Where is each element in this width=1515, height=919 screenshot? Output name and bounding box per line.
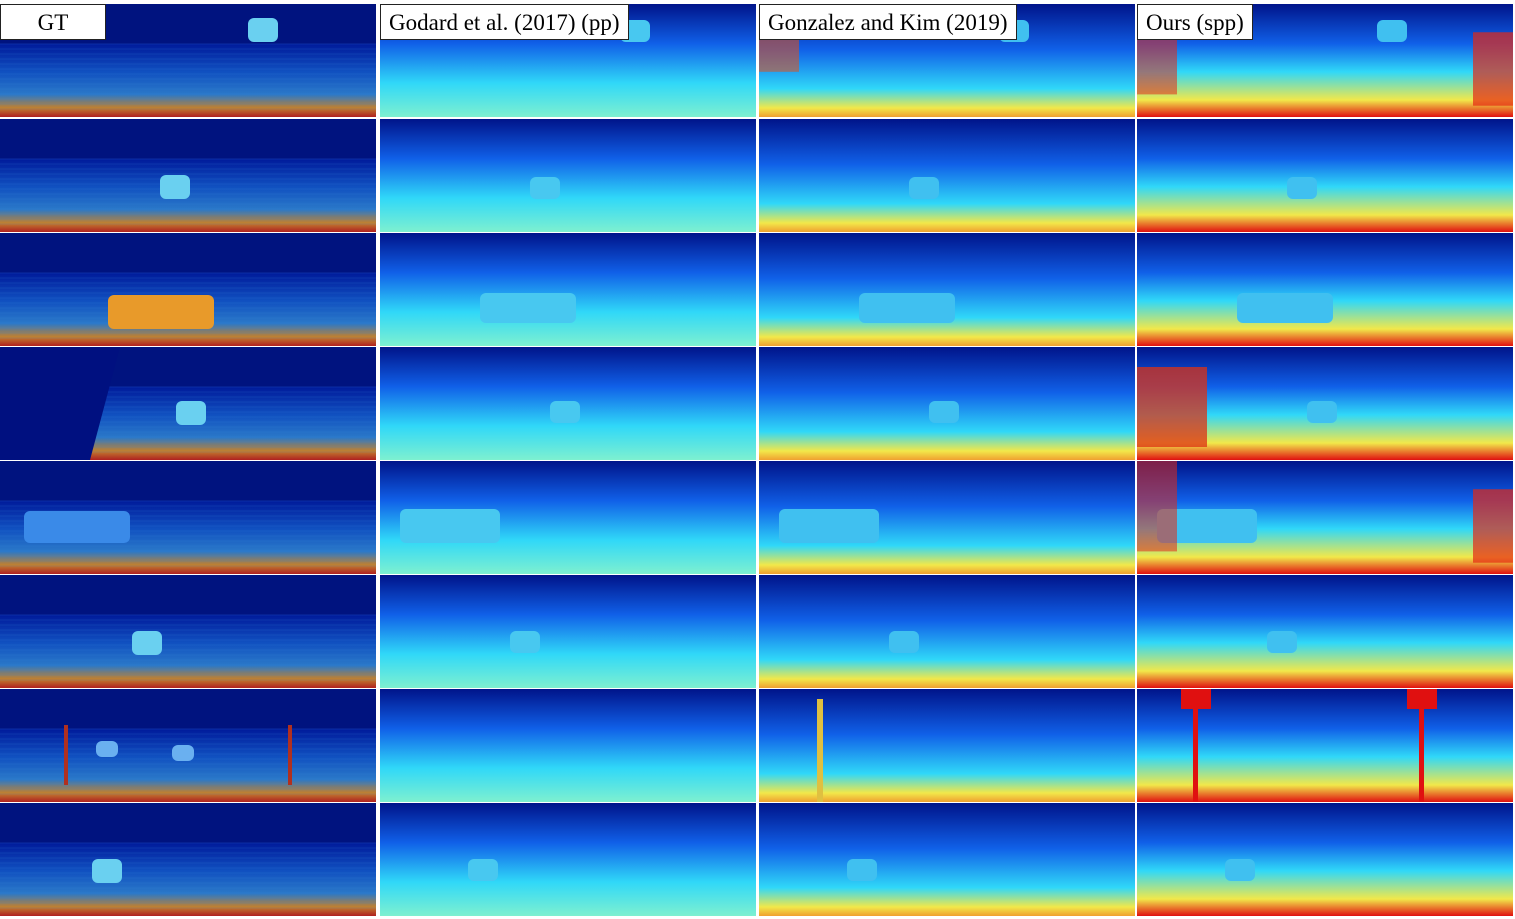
depth-map-ours-row-6: [1137, 575, 1513, 688]
depth-map-gonzalez-row-8: [759, 803, 1135, 916]
car-shape: [24, 511, 130, 543]
car-shape: [1287, 177, 1317, 199]
car-shape: [480, 293, 576, 323]
depth-map-gonzalez-row-4: [759, 347, 1135, 460]
car-shape: [550, 401, 580, 423]
depth-map-ours-row-8: [1137, 803, 1513, 916]
depth-map-godard-row-6: [380, 575, 756, 688]
car-shape: [108, 295, 214, 329]
depth-background: [759, 119, 1135, 232]
depth-map-gt-row-2: [0, 119, 376, 232]
depth-map-ours-row-3: [1137, 233, 1513, 346]
depth-background: [759, 233, 1135, 346]
depth-map-godard-row-8: [380, 803, 756, 916]
car-shape: [909, 177, 939, 199]
column-label-gt: GT: [0, 4, 106, 40]
depth-map-ours-row-5: [1137, 461, 1513, 574]
car-shape: [859, 293, 955, 323]
car-shape: [160, 175, 190, 199]
depth-map-gonzalez-row-6: [759, 575, 1135, 688]
depth-background: [1137, 233, 1513, 346]
depth-background: [380, 575, 756, 688]
car-shape: [847, 859, 877, 881]
column-label-gonzalez: Gonzalez and Kim (2019): [759, 4, 1017, 40]
car-shape: [1307, 401, 1337, 423]
depth-map-gt-row-6: [0, 575, 376, 688]
depth-map-godard-row-4: [380, 347, 756, 460]
car-shape: [132, 631, 162, 655]
car-shape: [1377, 20, 1407, 42]
car-shape: [176, 401, 206, 425]
car-shape: [530, 177, 560, 199]
depth-map-gonzalez-row-3: [759, 233, 1135, 346]
car-shape: [92, 859, 122, 883]
car-shape: [248, 18, 278, 42]
depth-map-gt-row-4: [0, 347, 376, 460]
depth-background: [1137, 575, 1513, 688]
depth-background: [1137, 803, 1513, 916]
depth-background: [380, 803, 756, 916]
car-shape: [1157, 509, 1257, 543]
depth-background: [380, 119, 756, 232]
column-label-godard: Godard et al. (2017) (pp): [380, 4, 629, 40]
car-shape: [1225, 859, 1255, 881]
car-shape: [889, 631, 919, 653]
depth-map-godard-row-2: [380, 119, 756, 232]
car-shape: [172, 745, 194, 761]
car-shape: [1237, 293, 1333, 323]
depth-map-gt-row-5: [0, 461, 376, 574]
depth-map-gt-row-3: [0, 233, 376, 346]
car-shape: [400, 509, 500, 543]
depth-map-ours-row-4: [1137, 347, 1513, 460]
car-shape: [510, 631, 540, 653]
depth-background: [380, 233, 756, 346]
depth-map-ours-row-2: [1137, 119, 1513, 232]
depth-map-gt-row-1: [0, 4, 376, 117]
depth-map-gonzalez-row-7: [759, 689, 1135, 802]
depth-background: [759, 575, 1135, 688]
depth-background: [759, 689, 1135, 802]
depth-map-gt-row-7: [0, 689, 376, 802]
depth-map-godard-row-7: [380, 689, 756, 802]
car-shape: [929, 401, 959, 423]
car-shape: [96, 741, 118, 757]
depth-background: [1137, 119, 1513, 232]
car-shape: [468, 859, 498, 881]
depth-background: [380, 689, 756, 802]
depth-map-gonzalez-row-5: [759, 461, 1135, 574]
depth-map-godard-row-5: [380, 461, 756, 574]
column-label-ours: Ours (spp): [1137, 4, 1253, 40]
depth-map-gt-row-8: [0, 803, 376, 916]
depth-map-godard-row-3: [380, 233, 756, 346]
car-shape: [779, 509, 879, 543]
depth-map-gonzalez-row-2: [759, 119, 1135, 232]
car-shape: [1267, 631, 1297, 653]
depth-background: [759, 803, 1135, 916]
depth-map-ours-row-7: [1137, 689, 1513, 802]
